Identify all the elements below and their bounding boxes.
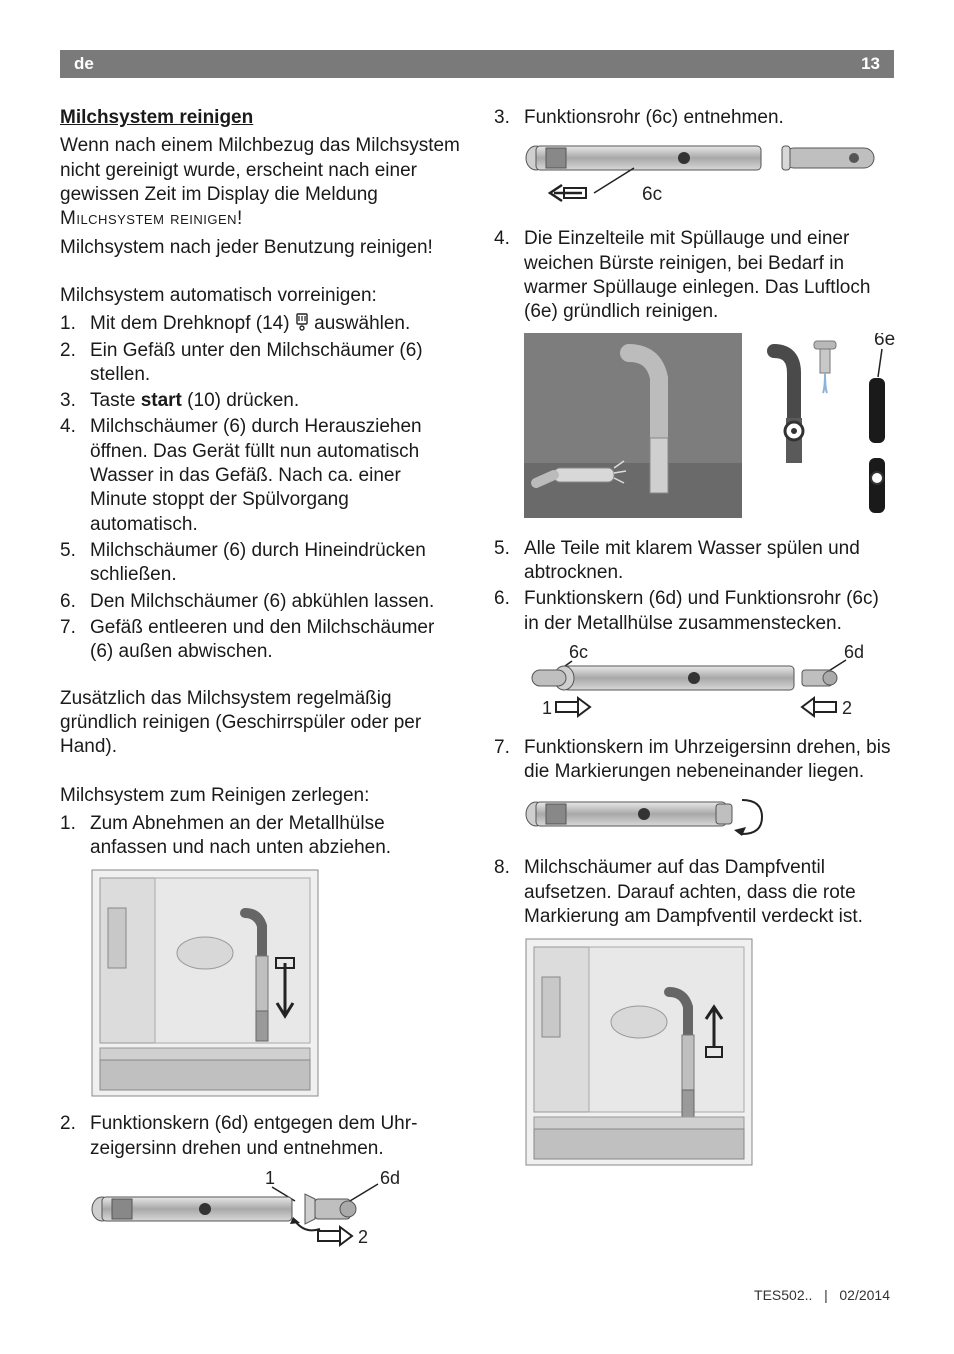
footer: TES502.. | 02/2014 xyxy=(60,1287,894,1303)
svg-text:2: 2 xyxy=(842,698,852,718)
intro-line2: Milchsystem nach jeder Benutzung reinige… xyxy=(60,236,460,260)
list-item: 3.Taste start (10) drücken. xyxy=(60,389,460,413)
header-lang: de xyxy=(74,54,94,74)
header-bar: de 13 xyxy=(60,50,894,78)
figure-reattach-frother xyxy=(524,937,894,1167)
svg-text:6d: 6d xyxy=(844,644,864,662)
label-2: 2 xyxy=(358,1227,368,1247)
content-columns: Milchsystem reinigen Wenn nach einem Mil… xyxy=(60,106,894,1263)
right-steps-list-8: 8.Milchschäumer auf das Dampfventil aufs… xyxy=(494,856,894,929)
list-item: 5.Alle Teile mit klarem Wasser spülen un… xyxy=(494,537,894,586)
disasm-steps-list-2: 2.Funktionskern (6d) entgegen dem Uhr­ze… xyxy=(60,1112,460,1161)
list-item: 1.Zum Abnehmen an der Metallhülse anfass… xyxy=(60,812,460,861)
disasm-steps-list: 1.Zum Abnehmen an der Metallhülse anfass… xyxy=(60,812,460,861)
label-6c: 6c xyxy=(642,184,662,205)
header-page-num: 13 xyxy=(861,54,880,74)
list-item: 6.Den Milchschäumer (6) abkühlen lassen. xyxy=(60,590,460,614)
footer-date: 02/2014 xyxy=(839,1287,890,1303)
intro-paragraph: Wenn nach einem Milchbezug das Milch­sys… xyxy=(60,134,460,231)
list-item: 4.Die Einzelteile mit Spüllauge und eine… xyxy=(494,227,894,324)
auto-heading: Milchsystem automatisch vorreinigen: xyxy=(60,284,460,308)
right-steps-list: 3.Funktionsrohr (6c) entnehmen. xyxy=(494,106,894,130)
left-column: Milchsystem reinigen Wenn nach einem Mil… xyxy=(60,106,460,1263)
svg-text:1: 1 xyxy=(542,698,552,718)
list-item: 5.Milchschäumer (6) durch Hineindrücken … xyxy=(60,539,460,588)
figure-reassemble: 6c 6d 1 xyxy=(524,644,894,722)
rinse-icon xyxy=(295,313,309,331)
label-1: 1 xyxy=(265,1169,275,1188)
list-item: 6.Funktionskern (6d) und Funktionsrohr (… xyxy=(494,587,894,636)
list-item: 2.Funktionskern (6d) entgegen dem Uhr­ze… xyxy=(60,1112,460,1161)
list-item: 2.Ein Gefäß unter den Milchschäumer (6) … xyxy=(60,339,460,388)
disasm-heading: Milchsystem zum Reinigen zerlegen: xyxy=(60,784,460,808)
list-item: 3.Funktionsrohr (6c) entnehmen. xyxy=(494,106,894,130)
figure-remove-core: 1 6d xyxy=(90,1169,460,1249)
auto-steps-list: 1. Mit dem Drehknopf (14) auswählen. 2.E… xyxy=(60,312,460,664)
list-item: 7.Gefäß entleeren und den Milchschäumer … xyxy=(60,616,460,665)
footer-model: TES502.. xyxy=(754,1287,812,1303)
right-column: 3.Funktionsrohr (6c) entnehmen. xyxy=(494,106,894,1263)
label-6e: 6e xyxy=(874,333,895,350)
list-item: 7.Funktionskern im Uhrzeigersinn drehen,… xyxy=(494,736,894,785)
figure-rotate-core xyxy=(524,792,894,842)
right-steps-list-5: 5.Alle Teile mit klarem Wasser spülen un… xyxy=(494,537,894,636)
figure-remove-frother xyxy=(90,868,460,1098)
label-6d: 6d xyxy=(380,1169,400,1188)
figure-remove-tube: 6c xyxy=(524,138,894,213)
extra-paragraph: Zusätzlich das Milchsystem regelmäßig gr… xyxy=(60,687,460,760)
right-steps-list-7: 7.Funktionskern im Uhrzeigersinn drehen,… xyxy=(494,736,894,785)
figure-clean-parts: 6e xyxy=(524,333,894,523)
section-title: Milchsystem reinigen xyxy=(60,106,460,130)
svg-text:6c: 6c xyxy=(569,644,588,662)
list-item: 4.Milchschäumer (6) durch Herausziehen ö… xyxy=(60,415,460,537)
right-steps-list-4: 4.Die Einzelteile mit Spüllauge und eine… xyxy=(494,227,894,324)
list-item: 8.Milchschäumer auf das Dampfventil aufs… xyxy=(494,856,894,929)
list-item: 1. Mit dem Drehknopf (14) auswählen. xyxy=(60,312,460,336)
